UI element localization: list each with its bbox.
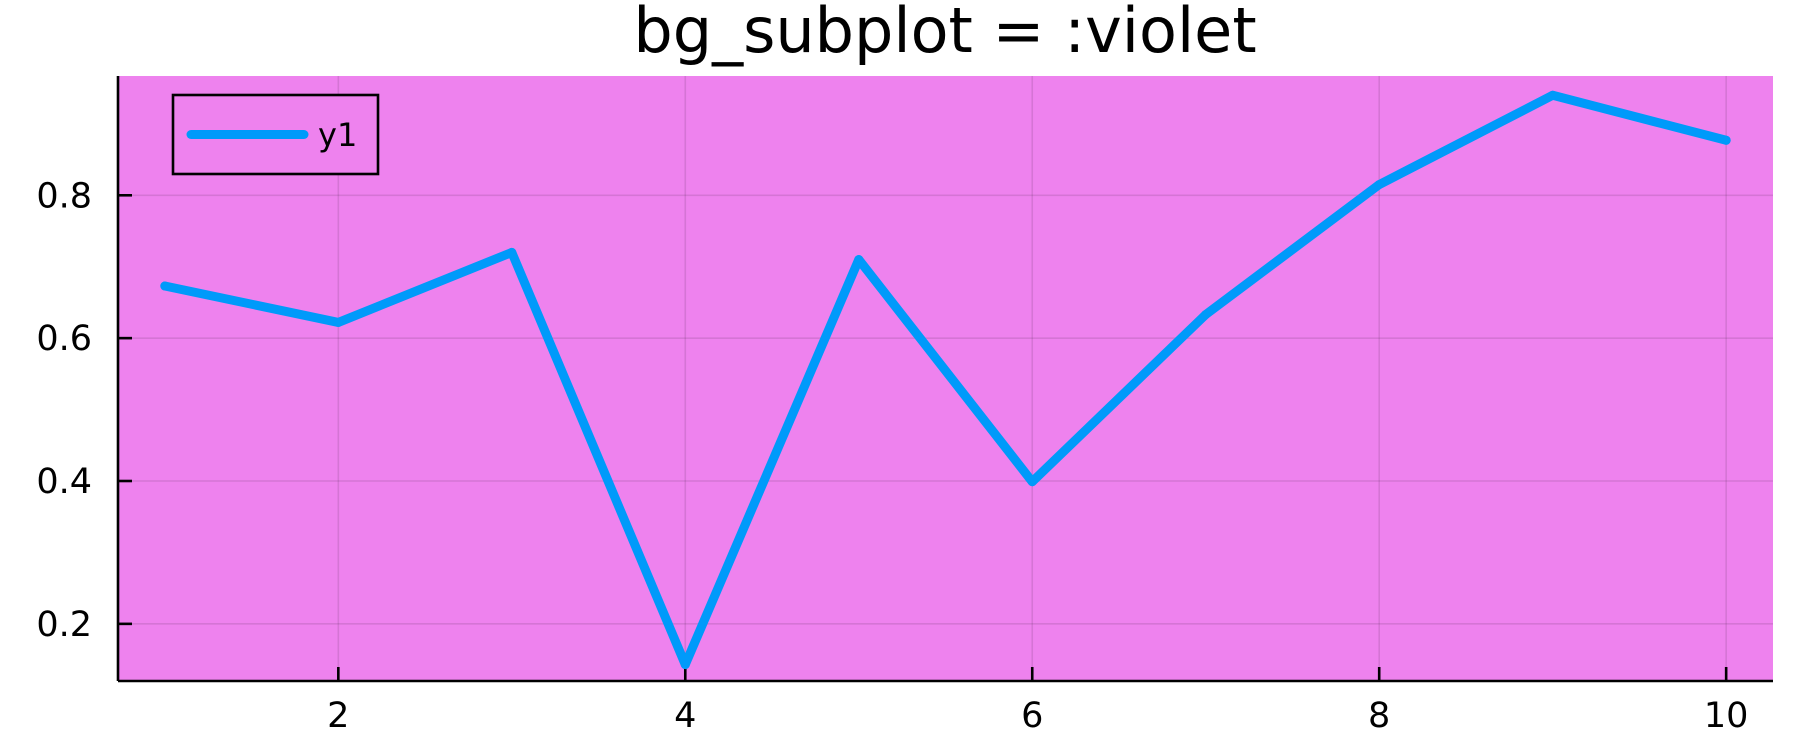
data-point	[1027, 477, 1037, 487]
y-tick-label: 0.8	[36, 176, 92, 216]
y-tick-label: 0.6	[36, 319, 92, 359]
x-tick-label: 8	[1368, 696, 1390, 736]
series-layer	[160, 90, 1731, 670]
data-point	[333, 317, 343, 327]
y-tick-label: 0.2	[36, 605, 92, 645]
legend: y1	[171, 93, 380, 176]
x-tick-label: 4	[674, 696, 696, 736]
x-tick-label: 2	[327, 696, 349, 736]
data-point	[854, 255, 864, 265]
data-point	[1721, 135, 1731, 145]
x-grid	[337, 76, 1727, 681]
data-point	[1201, 310, 1211, 320]
x-tick-label: 10	[1704, 696, 1749, 736]
data-point	[160, 281, 170, 291]
x-axis-ticks: 2 4 6 8 10	[327, 667, 1748, 736]
data-point	[507, 247, 517, 257]
y-grid	[118, 194, 1773, 625]
legend-label-y1: y1	[318, 116, 357, 154]
x-tick-label: 6	[1021, 696, 1043, 736]
y-axis-ticks: 0.2 0.4 0.6 0.8	[36, 176, 132, 645]
data-point	[680, 660, 690, 670]
data-point	[1548, 90, 1558, 100]
y-tick-label: 0.4	[36, 462, 92, 502]
data-point	[1374, 180, 1384, 190]
plot-area	[118, 76, 1773, 681]
chart-title: bg_subplot = :violet	[633, 0, 1256, 67]
series-line-y1	[160, 90, 1731, 670]
